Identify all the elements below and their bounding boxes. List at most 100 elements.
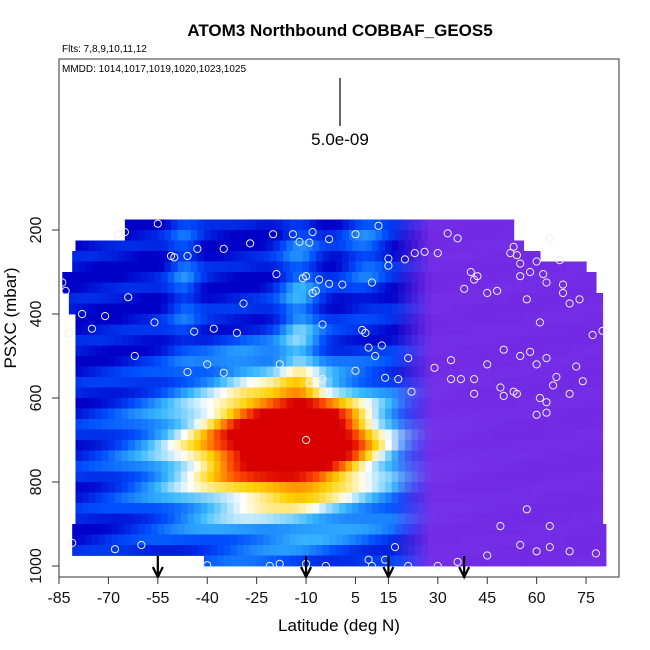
heatmap-cell: [576, 314, 584, 325]
x-tick-label: -70: [97, 590, 120, 607]
heatmap-cell: [385, 240, 393, 252]
heatmap-cell: [325, 272, 334, 283]
heatmap-cell: [306, 440, 314, 451]
heatmap-cell: [144, 545, 152, 556]
heatmap-cell: [292, 419, 301, 430]
heatmap-cell: [358, 387, 366, 399]
heatmap-cell: [325, 503, 334, 514]
sample-point: [61, 286, 70, 295]
heatmap-cell: [378, 513, 386, 525]
heatmap-cell: [154, 513, 162, 525]
heatmap-cell: [276, 261, 284, 273]
heatmap-cell: [589, 272, 597, 283]
heatmap-cell: [141, 314, 149, 325]
heatmap-cell: [530, 471, 538, 483]
sample-point: [272, 270, 281, 279]
heatmap-cell: [411, 303, 419, 315]
heatmap-cell: [516, 314, 525, 325]
heatmap-cell: [312, 282, 320, 294]
sample-point: [470, 389, 479, 398]
heatmap-cell: [483, 482, 492, 493]
heatmap-cell: [503, 429, 511, 441]
heatmap-cell: [556, 377, 564, 388]
heatmap-cell: [190, 524, 198, 535]
heatmap-cell: [250, 261, 258, 273]
heatmap-cell: [147, 335, 156, 346]
heatmap-cell: [299, 492, 307, 504]
heatmap-cell: [108, 303, 116, 315]
heatmap-cell: [269, 545, 278, 556]
heatmap-cell: [582, 450, 590, 462]
heatmap-cell: [286, 356, 294, 367]
heatmap-cell: [378, 387, 386, 399]
heatmap-cell: [358, 492, 366, 504]
heatmap-cell: [187, 513, 195, 525]
y-tick-label: 400: [28, 301, 45, 328]
heatmap-cell: [523, 398, 531, 409]
heatmap-cell: [259, 377, 268, 388]
heatmap-cell: [391, 408, 399, 420]
heatmap-cell: [78, 534, 86, 546]
heatmap-cell: [483, 503, 492, 514]
heatmap-cell: [352, 387, 360, 399]
heatmap-cell: [128, 492, 136, 504]
heatmap-cell: [385, 398, 393, 409]
heatmap-cell: [576, 366, 584, 378]
sample-point: [496, 383, 505, 392]
heatmap-cell: [115, 461, 123, 472]
heatmap-cell: [197, 261, 205, 273]
heatmap-cell: [592, 545, 600, 556]
heatmap-cell: [227, 335, 235, 346]
heatmap-cell: [444, 503, 452, 514]
heatmap-cell: [131, 534, 139, 546]
heatmap-cell: [404, 398, 413, 409]
heatmap-cell: [207, 377, 215, 388]
heatmap-cell: [207, 293, 215, 304]
heatmap-cell: [203, 251, 212, 262]
heatmap-cell: [483, 272, 492, 283]
heatmap-cell: [579, 261, 587, 273]
heatmap-cell: [91, 261, 100, 273]
heatmap-cell: [464, 513, 472, 525]
heatmap-cell: [549, 387, 558, 399]
heatmap-cell: [273, 503, 281, 514]
heatmap-cell: [490, 503, 498, 514]
heatmap-cell: [391, 335, 399, 346]
heatmap-cell: [108, 314, 116, 325]
heatmap-cell: [141, 503, 149, 514]
heatmap-cell: [424, 419, 432, 430]
heatmap-cell: [503, 240, 511, 252]
sample-point: [512, 389, 522, 398]
heatmap-cell: [526, 524, 534, 535]
heatmap-cell: [589, 461, 597, 472]
heatmap-cell: [536, 387, 544, 399]
heatmap-cell: [513, 534, 521, 546]
heatmap-cell: [530, 450, 538, 462]
heatmap-cell: [161, 282, 169, 294]
heatmap-cell: [516, 240, 525, 252]
heatmap-cell: [296, 524, 304, 535]
heatmap-cell: [174, 482, 182, 493]
heatmap-cell: [378, 492, 386, 504]
heatmap-cell: [138, 534, 146, 546]
heatmap-cell: [88, 461, 96, 472]
heatmap-cell: [174, 513, 182, 525]
heatmap-cell: [549, 503, 558, 514]
heatmap-cell: [404, 450, 413, 462]
heatmap-cell: [200, 293, 208, 304]
heatmap-cell: [355, 534, 363, 546]
heatmap-cell: [398, 440, 406, 451]
heatmap-cell: [88, 398, 96, 409]
heatmap-cell: [582, 408, 590, 420]
heatmap-cell: [378, 482, 386, 493]
heatmap-cell: [253, 335, 261, 346]
heatmap-cell: [319, 272, 327, 283]
heatmap-cell: [279, 482, 287, 493]
heatmap-cell: [434, 534, 442, 546]
heatmap-cell: [457, 345, 465, 357]
heatmap-cell: [424, 513, 432, 525]
heatmap-cell: [477, 492, 485, 504]
heatmap-cell: [424, 398, 432, 409]
heatmap-cell: [599, 524, 607, 535]
heatmap-cell: [184, 534, 192, 546]
